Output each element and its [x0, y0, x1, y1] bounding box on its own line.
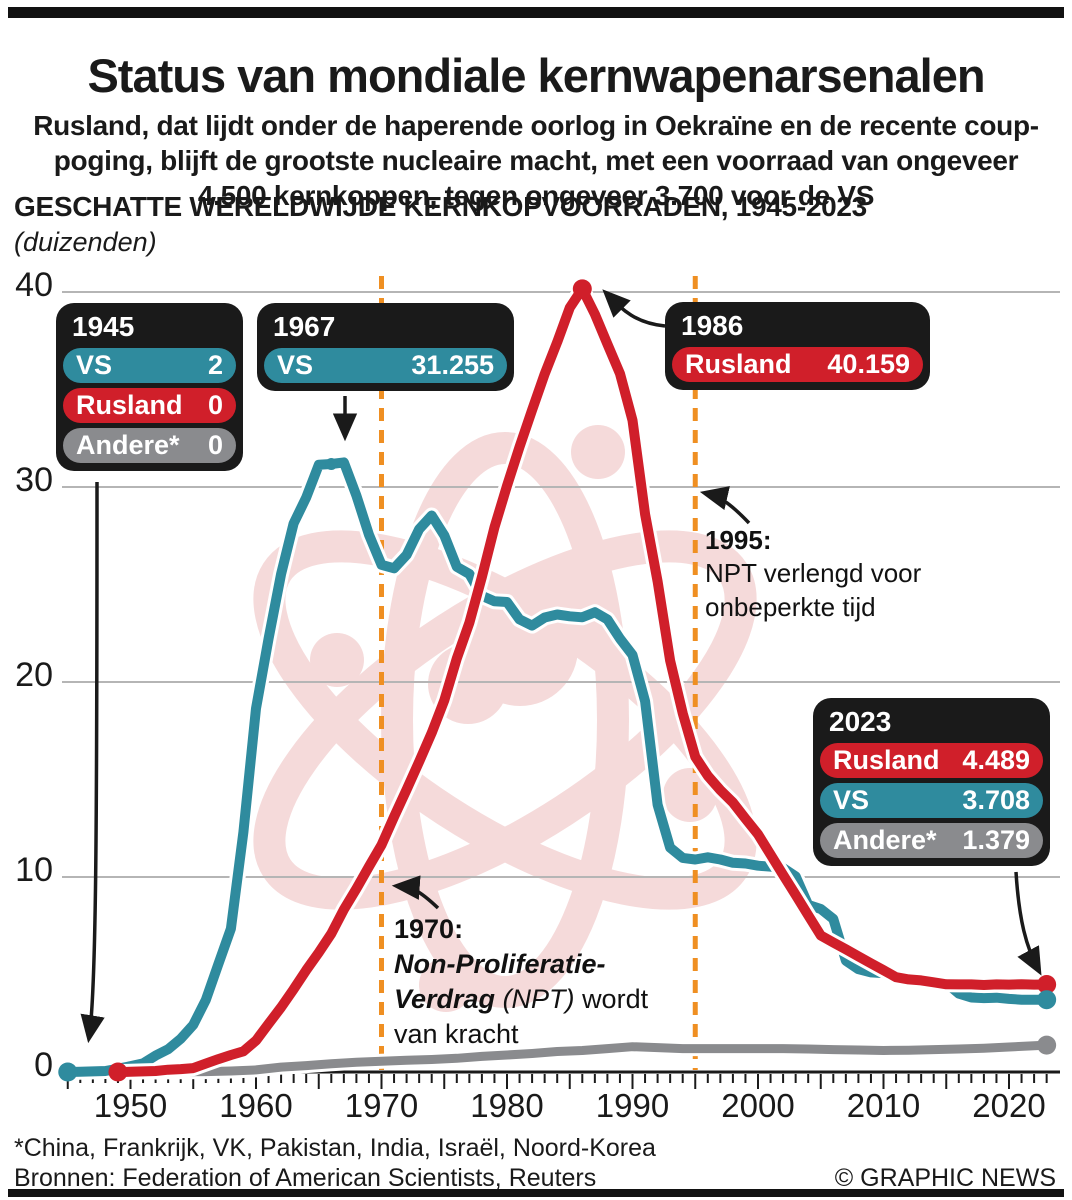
callout-2023-row-rusland: Rusland 4.489: [820, 743, 1043, 778]
callout-1945-row-rusland: Rusland 0: [63, 388, 236, 423]
y-axis-label-40: 40: [15, 266, 53, 304]
x-axis-label-2000: 2000: [721, 1087, 794, 1124]
page-title: Status van mondiale kernwapenarsenalen: [87, 49, 985, 103]
callout-2023: 2023 Rusland 4.489 VS 3.708 Andere* 1.37…: [813, 698, 1050, 866]
y-axis-label-20: 20: [15, 656, 53, 694]
series-label: Rusland: [76, 390, 183, 420]
callout-1986-year: 1986: [681, 310, 744, 341]
sources-row: Bronnen: Federation of American Scientis…: [14, 1164, 1056, 1193]
annotation-1995: 1995: NPT verlengd voor onbeperkte tijd: [705, 524, 921, 624]
callout-1945-row-andere: Andere* 0: [63, 428, 236, 463]
callout-1986: 1986 Rusland 40.159: [665, 302, 930, 390]
series-label: VS: [76, 350, 113, 380]
annotation-1995-year: 1995:: [705, 525, 772, 555]
arrow-to-1986-peak: [602, 289, 666, 328]
annotation-1970-year: 1970:: [394, 914, 464, 944]
series-value: 0: [207, 430, 223, 460]
point-markers: [58, 279, 1057, 1082]
marker-Andere*-2023: [1037, 1035, 1057, 1055]
x-axis-label-2020: 2020: [972, 1087, 1045, 1124]
callout-1945-year: 1945: [72, 311, 135, 342]
y-axis-label-10: 10: [15, 851, 53, 889]
sources-text: Bronnen: Federation of American Scientis…: [14, 1164, 597, 1192]
callout-2023-row-vs: VS 3.708: [820, 783, 1043, 818]
x-axis: 1950 1960 1970 1980 1990 2000 2010 2020: [62, 1070, 1060, 1124]
series-label: Rusland: [833, 745, 940, 775]
y-axis-label-0: 0: [34, 1046, 53, 1084]
callout-1967-year: 1967: [273, 311, 336, 342]
chart-heading: GESCHATTE WERELDWIJDE KERNKOPVOORRADEN, …: [14, 191, 867, 222]
annotation-1970-line2-rest: wordt: [582, 984, 649, 1015]
series-value: 40.159: [827, 349, 910, 379]
callout-2023-row-andere: Andere* 1.379: [820, 823, 1043, 858]
callout-1967-row-vs: VS 31.255: [264, 348, 507, 383]
bottom-rule-bar: [8, 1189, 1064, 1197]
marker-VS-1966: [325, 457, 338, 470]
x-axis-label-1960: 1960: [219, 1087, 292, 1124]
annotation-1995-line2: onbeperkte tijd: [705, 591, 876, 622]
series-label: Andere*: [833, 825, 937, 855]
series-line-Andere*: [151, 1040, 1052, 1077]
marker-VS-2023: [1037, 990, 1057, 1010]
callout-1967: 1967 VS 31.255: [257, 303, 514, 391]
atom-watermark: [253, 425, 757, 1012]
series-label: Andere*: [76, 430, 180, 460]
series-value: 2: [207, 350, 223, 380]
series-label: VS: [833, 785, 870, 815]
event-lines: [379, 276, 698, 1070]
npt-treaty-name: Verdrag: [394, 984, 496, 1015]
series-value: 1.379: [962, 825, 1030, 855]
series-value: 4.489: [962, 745, 1030, 775]
callout-1986-row-rusland: Rusland 40.159: [672, 347, 923, 382]
npt-abbrev: (NPT): [502, 984, 575, 1015]
marker-Rusland-2023: [1037, 974, 1057, 994]
x-axis-label-2010: 2010: [847, 1087, 920, 1124]
x-axis-label-1970: 1970: [345, 1087, 418, 1124]
arrow-to-1970-line: [391, 875, 440, 910]
x-axis-label-1990: 1990: [596, 1087, 669, 1124]
x-axis-label-1980: 1980: [470, 1087, 543, 1124]
callout-1945: 1945 VS 2 Rusland 0 Andere* 0: [56, 303, 243, 471]
marker-Rusland-1949: [108, 1062, 128, 1082]
marker-VS-1945: [58, 1062, 78, 1082]
top-rule-bar: [8, 7, 1064, 18]
credit-text: © GRAPHIC NEWS: [834, 1164, 1056, 1192]
arrow-to-2023-point: [1014, 871, 1042, 976]
series-value: 31.255: [411, 350, 494, 380]
y-axis-label-30: 30: [15, 461, 53, 499]
callout-2023-year: 2023: [829, 706, 892, 737]
series-value: 0: [207, 390, 223, 420]
annotation-arrows: [80, 289, 1042, 1044]
series-label: VS: [277, 350, 314, 380]
annotation-1970-line1: Non-Proliferatie-: [394, 949, 606, 980]
footnote-other-countries: *China, Frankrijk, VK, Pakistan, India, …: [14, 1134, 656, 1162]
series-label: Rusland: [685, 349, 792, 379]
annotation-1970: 1970: Non-Proliferatie- Verdrag (NPT) wo…: [394, 912, 648, 1052]
arrow-to-1995-line: [699, 486, 751, 525]
series-value: 3.708: [962, 785, 1030, 815]
marker-Rusland-1986: [572, 279, 592, 299]
arrow-to-1945-point: [80, 481, 105, 1044]
annotation-1970-line2: Verdrag (NPT) wordt: [394, 982, 648, 1017]
x-axis-label-1950: 1950: [94, 1087, 167, 1124]
chart-unit-note: (duizenden): [14, 227, 157, 257]
annotation-1995-line1: NPT verlengd voor: [705, 558, 922, 589]
page-subtitle: Rusland, dat lijdt onder de haperende oo…: [33, 110, 1039, 211]
annotation-1970-line3: van kracht: [394, 1019, 519, 1050]
callout-1945-row-vs: VS 2: [63, 348, 236, 383]
